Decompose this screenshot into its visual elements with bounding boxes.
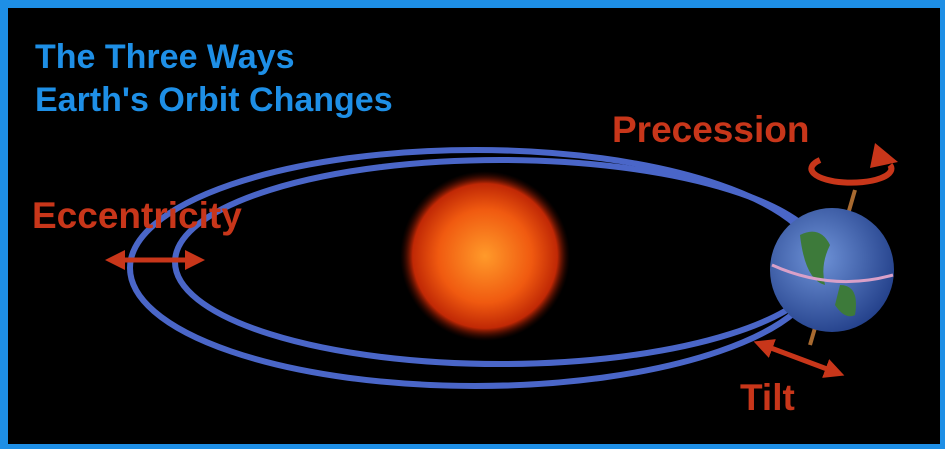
precession-label: Precession [612,109,809,150]
equator [771,263,894,284]
continents [800,231,856,317]
tilt-arrow [753,339,845,378]
arrowhead [870,143,898,168]
precession-arrow [808,157,895,186]
earth [770,208,894,332]
tilt-label: Tilt [740,377,795,418]
title-line: The Three Ways [35,38,294,76]
eccentricity-label: Eccentricity [32,195,242,236]
sun [400,171,570,341]
title-line: Earth's Orbit Changes [35,81,393,119]
